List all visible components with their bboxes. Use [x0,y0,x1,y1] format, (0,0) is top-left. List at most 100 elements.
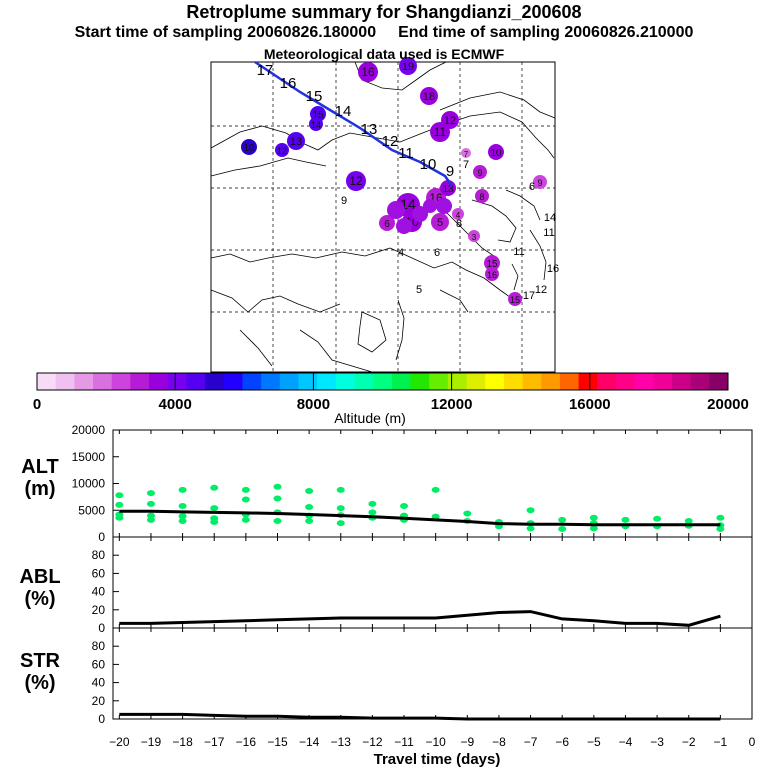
coastline-segment [439,91,556,119]
particle-point [241,486,250,493]
colorbar-cell [671,373,692,390]
plume-bubble [275,143,289,157]
colorbar-cell [205,373,225,390]
plume-cluster-blob [396,218,412,234]
x-tick-label: −9 [460,735,474,749]
particle-point [558,525,567,532]
chart-title: Retroplume summary for Shangdianzi_20060… [186,2,582,22]
colorbar-cell [55,373,75,390]
plume-bubble [358,62,378,82]
x-tick-label: −11 [394,735,414,749]
particle-point [336,505,345,512]
colorbar-label: Altitude (m) [334,410,406,426]
y-tick-label: 60 [92,657,106,671]
small-age-label: 17 [523,290,535,302]
plume-bubble-label: 6 [384,219,390,230]
plume-cluster-blob [412,206,428,222]
colorbar-cell [373,373,393,390]
particle-point [115,501,124,508]
colorbar-cell [130,373,150,390]
colorbar-ticks: 0 4000 8000 12000 16000 20000 [33,373,749,413]
series-line [119,610,721,627]
particle-point [178,486,187,493]
plume-bubble [508,292,522,306]
colorbar-cell [317,373,337,390]
plume-bubble-label: 7 [464,150,469,159]
y-tick-label: 40 [92,585,106,599]
coastline-segment [529,229,547,281]
particle-point [273,517,282,524]
x-tick-label: −14 [299,735,320,749]
coastline-segment [505,189,541,221]
sampling-times: Start time of sampling 20060826.180000 En… [0,24,768,42]
str-panel: 0 20 40 60 80 [92,627,753,726]
trajectory-day-label: 10 [420,156,437,173]
str-label-line2: (%) [24,672,56,694]
colorbar-tick-label: 4000 [159,396,192,413]
coastline-segment [210,111,555,159]
plume-bubble [475,189,489,203]
plume-bubble [485,267,499,281]
panel-border [112,627,753,720]
plume-bubble [420,87,438,105]
x-tick-label: 0 [749,735,756,749]
colorbar-cell [485,373,505,390]
small-age-label: 7 [463,159,469,171]
plume-bubble [309,117,323,131]
coastline-segment [395,299,405,361]
particle-point [589,525,598,532]
plume-bubble-label: 3 [472,233,477,242]
coastline-segment [389,247,515,301]
particle-point [305,504,314,511]
y-tick-label: 5000 [78,503,105,517]
y-tick-label: 0 [98,712,105,726]
plume-cluster-blob [387,201,405,219]
plume-bubble-label: 12 [349,174,363,188]
particle-point [526,507,535,514]
x-tick-label: −1 [714,735,728,749]
trajectory-path [254,60,454,187]
particle-point [178,517,187,524]
x-tick-label: −6 [555,735,569,749]
start-time-label: Start time of sampling 20060826.180000 [74,24,377,41]
small-age-label: 14 [544,212,556,224]
coastline-segment [439,289,469,313]
coastline-segment [239,329,273,367]
plume-bubble [399,57,417,75]
particle-point [178,513,187,520]
particle-point [305,487,314,494]
colorbar-tick-label: 20000 [707,396,749,413]
particle-point [368,509,377,516]
colorbar-cell [615,373,636,390]
plume-bubble-label: 5 [437,217,443,229]
particle-point [305,517,314,524]
colorbar-cell [74,373,94,390]
particle-point [241,516,250,523]
colorbar-cell [167,373,187,390]
y-tick-label: 0 [98,621,105,635]
colorbar-cell [522,373,542,390]
particle-point [463,510,472,517]
colorbar-cell [578,373,598,390]
plume-bubble-label: 15 [510,295,520,305]
x-tick-label: −19 [141,735,162,749]
coastline-segment [210,157,327,177]
plume-bubble [346,171,366,191]
coastline-segment [210,289,341,313]
colorbar-tick-label: 8000 [297,396,330,413]
colorbar-tick-label: 0 [33,396,41,413]
colorbar-tick-label: 12000 [431,396,473,413]
colorbar-cell [37,373,57,390]
x-tick-label: −8 [492,735,506,749]
plume-bubble [461,148,471,158]
particle-point [115,492,124,499]
particle-point [146,516,155,523]
trajectory-day-label: 17 [257,62,274,79]
coastline-segment [471,199,517,243]
colorbar-cell [410,373,430,390]
plume-bubble [241,139,257,155]
abl-label-line1: ABL [19,566,61,588]
